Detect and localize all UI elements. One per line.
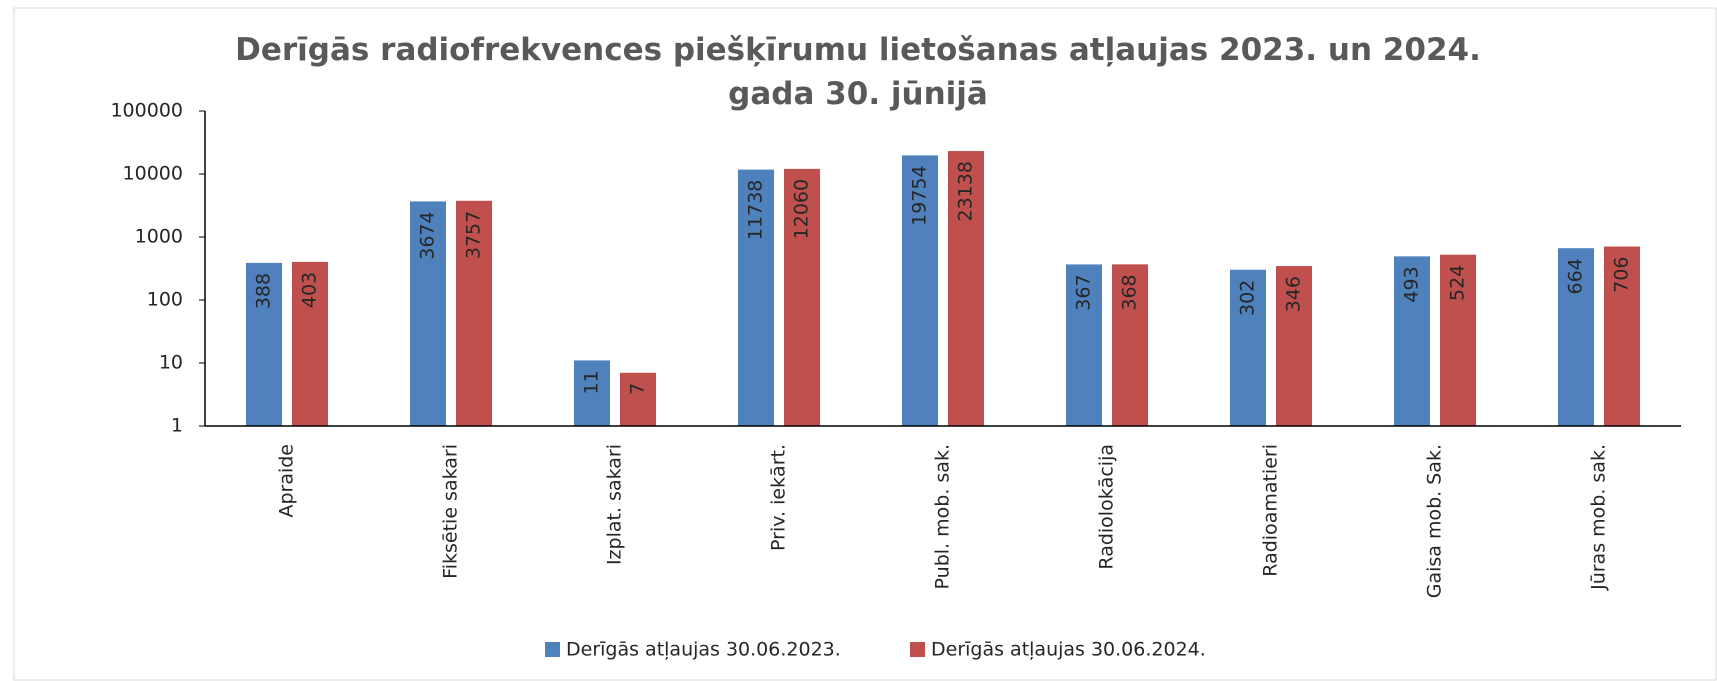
bar (292, 261, 328, 426)
x-tick-label: Izplat. sakari (604, 444, 626, 565)
legend-swatch (910, 642, 925, 657)
value-label: 7 (627, 383, 649, 395)
value-label: 368 (1119, 274, 1141, 310)
bar (1604, 246, 1640, 426)
legend-swatch (545, 642, 560, 657)
bar (948, 151, 984, 426)
y-tick-label: 1000 (135, 226, 183, 248)
x-tick-label: Publ. mob. sak. (932, 444, 954, 589)
y-tick-label: 1 (171, 415, 183, 437)
bar (1066, 264, 1102, 426)
value-label: 19754 (909, 165, 931, 225)
chart-title: Derīgās radiofrekvences piešķīrumu lieto… (235, 32, 1481, 112)
value-label: 11738 (745, 180, 767, 240)
value-label: 664 (1565, 258, 1587, 294)
y-tick-label: 10000 (123, 163, 183, 185)
bar (1440, 254, 1476, 426)
bar (738, 169, 774, 426)
bar (1230, 269, 1266, 426)
value-label: 3674 (417, 211, 439, 259)
value-label: 367 (1073, 274, 1095, 310)
x-tick-label: Apraide (276, 444, 298, 518)
bar (410, 201, 446, 426)
value-label: 706 (1611, 257, 1633, 293)
chart-frame (13, 7, 1717, 681)
bar (1394, 256, 1430, 426)
value-label: 524 (1447, 265, 1469, 301)
bar (1112, 264, 1148, 426)
value-label: 11 (581, 370, 603, 394)
y-tick-label: 100 (147, 289, 183, 311)
value-label: 388 (253, 273, 275, 309)
bar (902, 155, 938, 427)
bar (456, 200, 492, 426)
x-tick-label: Priv. iekārt. (768, 444, 790, 551)
value-label: 403 (299, 272, 321, 308)
bar (246, 262, 282, 426)
bar (574, 360, 610, 426)
legend-label: Derīgās atļaujas 30.06.2023. (566, 639, 841, 661)
value-label: 3757 (463, 211, 485, 259)
bar (1276, 266, 1312, 426)
value-label: 23138 (955, 161, 977, 221)
value-label: 12060 (791, 179, 813, 239)
value-label: 493 (1401, 266, 1423, 302)
x-tick-label: Gaisa mob. Sak. (1424, 444, 1446, 598)
value-label: 346 (1283, 276, 1305, 312)
x-tick-label: Jūras mob. sak. (1588, 444, 1610, 591)
bar (784, 168, 820, 426)
bar (1558, 248, 1594, 426)
y-tick-label: 100000 (110, 100, 183, 122)
value-label: 302 (1237, 280, 1259, 316)
y-tick-label: 10 (159, 352, 183, 374)
bar (620, 372, 656, 426)
x-tick-label: Radioamatieri (1260, 444, 1282, 577)
x-tick-label: Radiolokācija (1096, 444, 1118, 570)
x-tick-label: Fiksētie sakari (440, 444, 462, 579)
legend-label: Derīgās atļaujas 30.06.2024. (931, 639, 1206, 661)
